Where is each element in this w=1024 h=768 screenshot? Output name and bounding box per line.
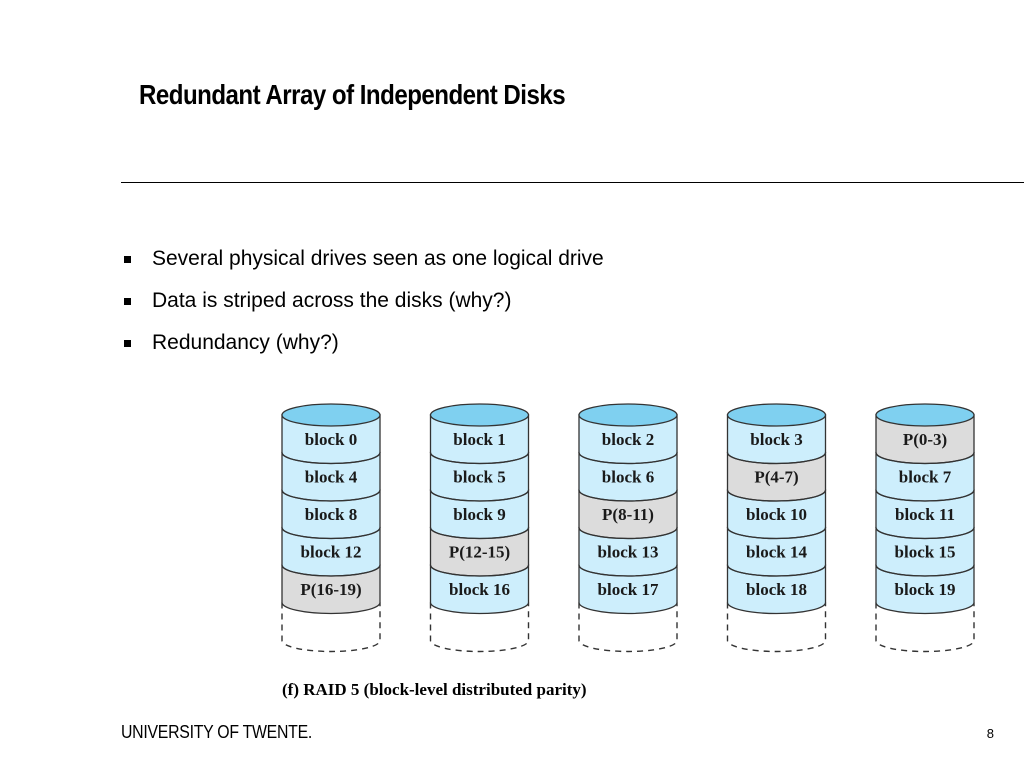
block-label: block 13: [598, 542, 659, 561]
block-label: P(8-11): [602, 505, 654, 524]
block-label: block 16: [449, 580, 510, 599]
bullet-text: Data is striped across the disks (why?): [152, 289, 512, 312]
block-separator: [429, 489, 530, 502]
data-block: [429, 564, 530, 615]
data-block: [875, 564, 975, 615]
block-separator: [281, 564, 381, 577]
block-separator: [875, 452, 975, 465]
empty-disk-space: [875, 602, 975, 653]
block-label: block 2: [602, 430, 654, 449]
block-separator: [281, 489, 381, 502]
bullet-text: Redundancy (why?): [152, 331, 339, 354]
block-label: block 1: [453, 430, 505, 449]
block-label: P(16-19): [300, 580, 361, 599]
disk-top-cap: [429, 403, 530, 427]
disk-2: block 17 block 13 P(8-11) block 6 block 2: [578, 403, 678, 653]
block-separator: [578, 489, 678, 502]
parity-block: [281, 564, 381, 615]
block-separator: [429, 527, 530, 540]
block-label: block 8: [305, 505, 357, 524]
empty-disk-space: [429, 602, 530, 653]
diagram-caption: (f) RAID 5 (block-level distributed pari…: [282, 680, 587, 699]
block-label: block 19: [895, 580, 956, 599]
bullet-item: Data is striped across the disks (why?): [122, 280, 604, 322]
block-separator: [726, 564, 827, 577]
raid5-diagram: P(16-19) block 12 block 8 block 4 block 0 blo…: [281, 403, 975, 653]
disk-4: block 19 block 15 block 11 block 7 P(0-3): [875, 403, 975, 653]
disk-top-cap: [281, 403, 381, 427]
block-separator: [726, 527, 827, 540]
disk-top-cap: [726, 403, 827, 427]
block-label: block 6: [602, 467, 654, 486]
block-separator: [429, 452, 530, 465]
slide-title: Redundant Array of Independent Disks: [139, 79, 566, 110]
bullet-text: Several physical drives seen as one logi…: [152, 247, 604, 270]
bullet-list: Several physical drives seen as one logi…: [122, 238, 604, 364]
block-label: block 7: [899, 467, 952, 486]
block-separator: [281, 527, 381, 540]
data-block: [726, 564, 827, 615]
data-block: [578, 564, 678, 615]
title-divider: [121, 182, 1024, 183]
block-label: block 11: [895, 505, 955, 524]
block-label: block 12: [301, 542, 362, 561]
disk-top-cap: [578, 403, 678, 427]
block-separator: [281, 452, 381, 465]
empty-disk-space: [281, 602, 381, 653]
disk-3: block 18 block 14 block 10 P(4-7) block 3: [726, 403, 827, 653]
block-label: block 3: [750, 430, 802, 449]
block-separator: [726, 489, 827, 502]
block-separator: [875, 489, 975, 502]
disk-top-cap: [875, 403, 975, 427]
block-label: block 4: [305, 467, 358, 486]
block-label: P(4-7): [754, 467, 798, 486]
empty-disk-space: [726, 602, 827, 653]
block-separator: [578, 452, 678, 465]
page-number: 8: [986, 726, 994, 741]
block-separator: [726, 452, 827, 465]
square-bullet-icon: [124, 255, 131, 263]
block-label: block 15: [895, 542, 956, 561]
block-label: block 5: [453, 467, 505, 486]
block-label: block 18: [746, 580, 807, 599]
university-logo: UNIVERSITY OF TWENTE.: [121, 722, 313, 742]
disk-0: P(16-19) block 12 block 8 block 4 block 0: [281, 403, 381, 653]
block-label: block 14: [746, 542, 807, 561]
disk-1: block 16 P(12-15) block 9 block 5 block 1: [429, 403, 530, 653]
square-bullet-icon: [124, 339, 131, 347]
block-label: block 17: [598, 580, 659, 599]
block-separator: [875, 527, 975, 540]
square-bullet-icon: [124, 297, 131, 305]
block-separator: [429, 564, 530, 577]
block-label: block 0: [305, 430, 357, 449]
block-label: block 10: [746, 505, 807, 524]
block-separator: [875, 564, 975, 577]
block-separator: [578, 527, 678, 540]
empty-disk-space: [578, 602, 678, 653]
block-label: P(0-3): [903, 430, 947, 449]
block-label: block 9: [453, 505, 505, 524]
block-separator: [578, 564, 678, 577]
block-label: P(12-15): [449, 542, 510, 561]
bullet-item: Redundancy (why?): [122, 322, 604, 364]
bullet-item: Several physical drives seen as one logi…: [122, 238, 604, 280]
